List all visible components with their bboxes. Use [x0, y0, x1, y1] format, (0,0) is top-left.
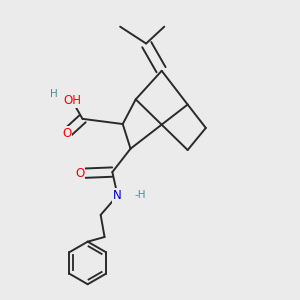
Text: -H: -H: [134, 190, 146, 200]
Text: N: N: [113, 189, 122, 202]
Text: H: H: [50, 89, 58, 99]
Text: O: O: [62, 127, 71, 140]
Text: O: O: [75, 167, 85, 180]
Text: OH: OH: [63, 94, 81, 107]
